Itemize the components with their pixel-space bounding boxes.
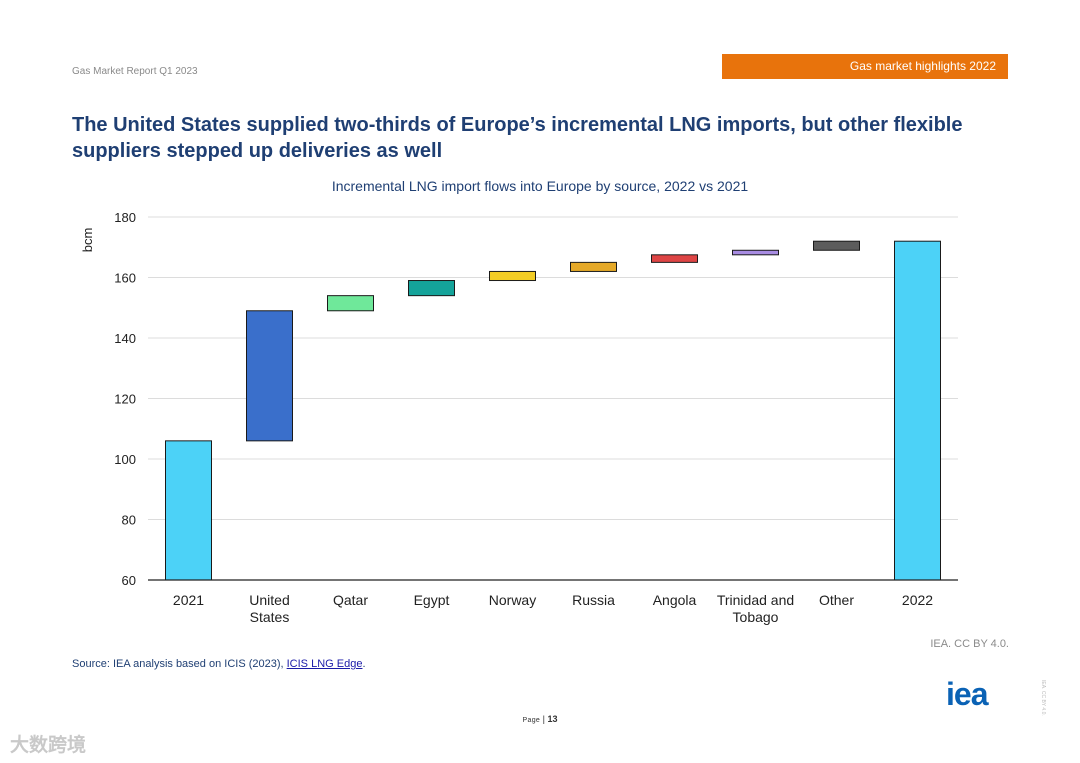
bar-qatar <box>327 295 374 312</box>
section-tag: Gas market highlights 2022 <box>722 54 1008 79</box>
y-axis-ticks: 60 80 100 120 140 160 180 <box>114 210 136 588</box>
x-axis-ticks: 2021 United States Qatar Egypt Norway Russia An… <box>173 592 933 625</box>
x-tick-label: 2022 <box>902 592 933 608</box>
report-name: Gas Market Report Q1 2023 <box>72 66 198 77</box>
bars <box>165 240 941 581</box>
gridlines <box>148 216 958 520</box>
bar-2022 <box>894 240 941 581</box>
source-suffix: . <box>362 658 366 670</box>
x-tick-label: 2021 <box>173 592 204 608</box>
y-tick-label: 100 <box>114 452 136 467</box>
y-tick-label: 60 <box>122 573 136 588</box>
source-prefix: Source: IEA analysis based on ICIS (2023… <box>72 658 287 670</box>
page-word: Page <box>522 717 541 724</box>
y-axis-label: bcm <box>80 228 95 253</box>
page-title: The United States supplied two-thirds of… <box>72 114 963 162</box>
x-tick-label: Russia <box>572 592 615 608</box>
bar-angola <box>651 254 698 263</box>
x-tick-label: Qatar <box>333 592 368 608</box>
x-tick-label: Egypt <box>414 592 450 608</box>
bar-egypt <box>408 280 455 297</box>
watermark: 大数跨境 <box>10 735 87 756</box>
x-tick-label: United States <box>249 592 289 625</box>
bar-norway <box>489 270 536 282</box>
bar-united-states <box>246 310 293 442</box>
side-note: IEA. CC BY 4.0. <box>1040 680 1046 716</box>
bar-other <box>813 240 860 251</box>
x-tick-label: Norway <box>489 592 536 608</box>
x-tick-label: Other <box>819 592 854 608</box>
x-tick-label: Trinidad and Tobago <box>717 592 794 625</box>
bar-2021 <box>165 440 212 581</box>
page-separator: | <box>540 714 548 724</box>
page-number-value: 13 <box>547 714 558 724</box>
y-tick-label: 140 <box>114 331 136 346</box>
y-tick-label: 120 <box>114 392 136 407</box>
bar-trinidad-and-tobago <box>732 249 779 256</box>
iea-logo: iea <box>946 676 988 712</box>
y-tick-label: 180 <box>114 210 136 225</box>
waterfall-chart: Incremental LNG import flows into Europe… <box>80 178 958 625</box>
bar-russia <box>570 261 617 272</box>
chart-title: Incremental LNG import flows into Europe… <box>332 178 749 194</box>
page-number: Page | 13 <box>0 714 1080 724</box>
x-tick-label: Angola <box>653 592 697 608</box>
source-note: Source: IEA analysis based on ICIS (2023… <box>72 658 366 670</box>
credit-text: IEA. CC BY 4.0. <box>930 638 1009 650</box>
y-tick-label: 160 <box>114 271 136 286</box>
y-tick-label: 80 <box>122 513 136 528</box>
source-link[interactable]: ICIS LNG Edge <box>286 658 363 670</box>
